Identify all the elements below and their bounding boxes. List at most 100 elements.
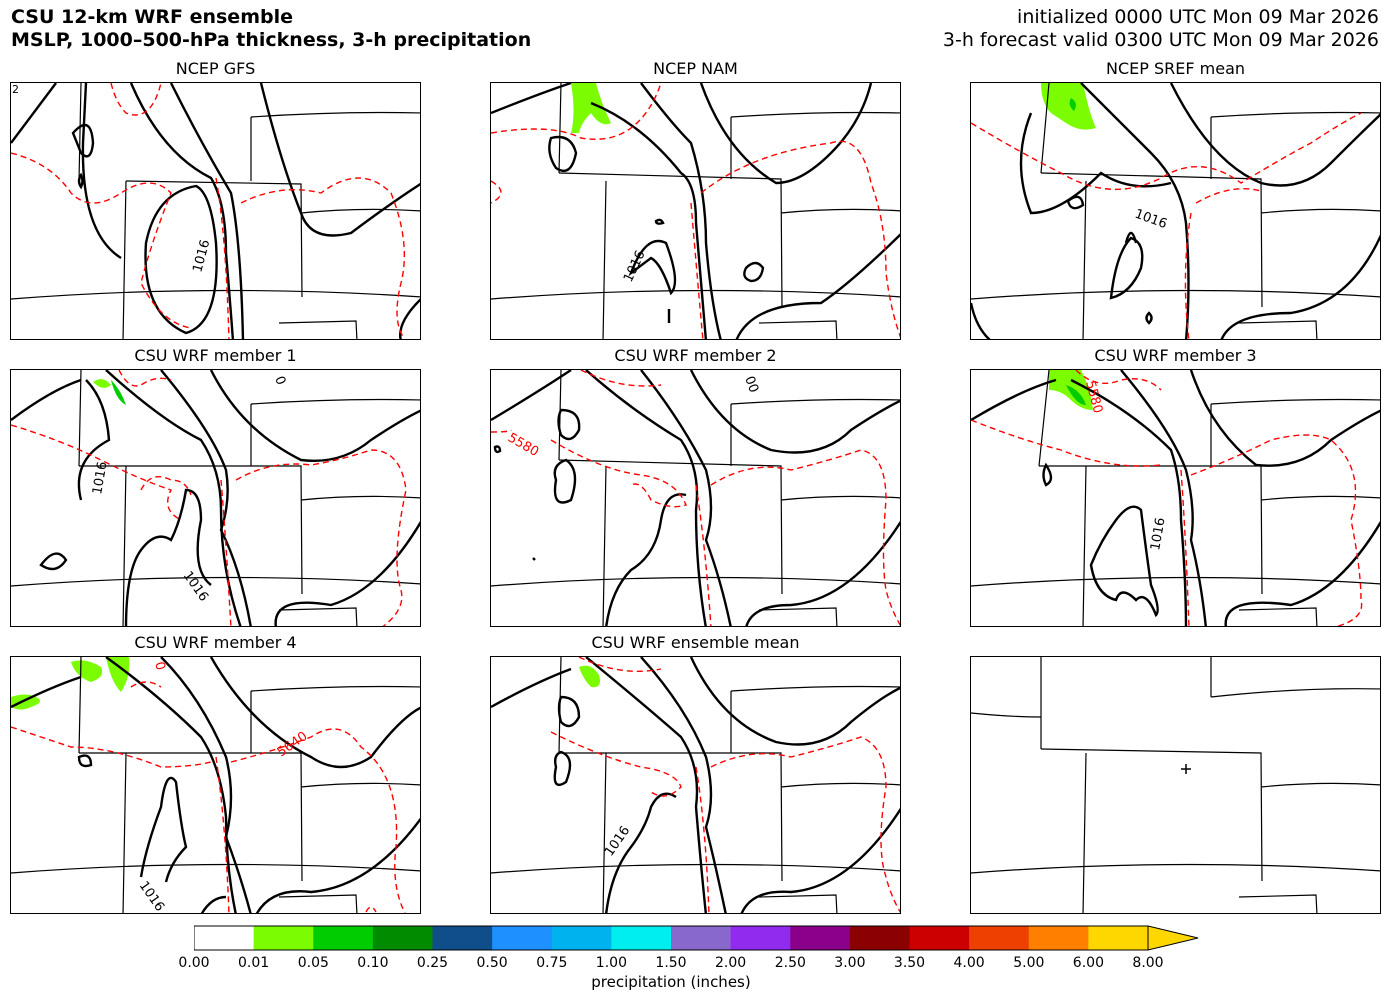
- panel-title-nam: NCEP NAM: [653, 59, 738, 78]
- state-borders: [11, 657, 420, 913]
- thickness-contours: [11, 681, 406, 913]
- colorbar-tick-label: 8.00: [1132, 955, 1164, 971]
- mslp-contours: [971, 370, 1380, 626]
- state-borders: [491, 370, 900, 626]
- figure-title: CSU 12-km WRF ensemble MSLP, 1000–500-hP…: [11, 6, 531, 52]
- thickness-contours: [491, 370, 900, 626]
- edge-label: 2: [12, 83, 19, 96]
- colorbar-tick-label: 6.00: [1072, 955, 1104, 971]
- map-panel-member2: 5580 00: [490, 369, 901, 627]
- colorbar-cell: [432, 926, 493, 950]
- thickness-label: 5640: [275, 729, 311, 760]
- colorbar-tick-label: 0.75: [536, 955, 568, 971]
- mslp-contours: [11, 657, 420, 913]
- colorbar-tick-label: 5.00: [1013, 955, 1045, 971]
- thickness-contours: [971, 112, 1362, 339]
- map-panel-gfs: 1016 2: [10, 82, 421, 340]
- colorbar-label: precipitation (inches): [591, 973, 751, 991]
- state-borders: [11, 83, 420, 339]
- init-time: initialized 0000 UTC Mon 09 Mar 2026: [1017, 6, 1379, 28]
- valid-time: 3-h forecast valid 0300 UTC Mon 09 Mar 2…: [942, 29, 1379, 51]
- colorbar-tick-label: 1.50: [655, 955, 687, 971]
- colorbar-cell: [372, 926, 434, 950]
- state-borders: [491, 83, 900, 339]
- mslp-label: 1016: [602, 824, 633, 860]
- state-borders: [11, 370, 420, 626]
- mslp-contours: [971, 83, 1380, 339]
- colorbar-tick-label: 0.10: [357, 955, 389, 971]
- forecast-info: initialized 0000 UTC Mon 09 Mar 2026 3-h…: [943, 6, 1379, 52]
- mslp-label: 1016: [1133, 207, 1169, 232]
- colorbar-cell: [551, 926, 612, 950]
- colorbar-cell: [671, 926, 732, 950]
- colorbar-cell: [1028, 926, 1089, 950]
- state-borders: [971, 83, 1380, 339]
- mslp-label: 1016: [190, 238, 213, 274]
- colorbar-tick-label: 3.50: [893, 955, 926, 971]
- map-panel-member4: 1016 5640 0: [10, 656, 421, 914]
- colorbar-cell: [730, 926, 791, 950]
- colorbar-cell: [790, 926, 851, 950]
- colorbar-tick-label: 0.01: [238, 955, 270, 971]
- thickness-contours: [550, 657, 900, 913]
- map-panel-ens-mean: 1016: [490, 656, 901, 914]
- colorbar-tick-label: 0.50: [476, 955, 508, 971]
- state-borders: [971, 657, 1380, 913]
- thickness-label: 0: [271, 374, 288, 387]
- colorbar-tick-label: 3.00: [834, 955, 866, 971]
- mslp-label: 1016: [136, 879, 167, 914]
- mslp-contours: [11, 83, 420, 339]
- thickness-contours: [11, 370, 407, 626]
- panel-title-ens-mean: CSU WRF ensemble mean: [591, 633, 800, 652]
- colorbar-extend-arrow: [1147, 925, 1199, 951]
- colorbar-cell: [909, 926, 970, 950]
- thickness-label: 0: [151, 660, 168, 672]
- mslp-label: 1016: [1148, 516, 1169, 551]
- colorbar-cell: [849, 926, 911, 950]
- precip-colorbar: [194, 925, 1199, 951]
- thickness-contours: [971, 370, 1363, 626]
- colorbar-frame: [194, 925, 1149, 951]
- colorbar-tick-label: 0.25: [416, 955, 449, 971]
- precip-areas: [11, 657, 130, 710]
- mslp-contours: [491, 657, 900, 913]
- colorbar-tick-label: 1.00: [595, 955, 627, 971]
- precip-areas: [1049, 370, 1093, 410]
- colorbar-tick-label: 0.00: [178, 955, 210, 971]
- map-panel-member1: 1016 1016 0: [10, 369, 421, 627]
- map-panel-blank: [970, 656, 1381, 914]
- panel-title-member1: CSU WRF member 1: [134, 346, 297, 365]
- thickness-label: 00: [741, 374, 761, 395]
- map-panel-member3: 1016 5580: [970, 369, 1381, 627]
- mslp-label: 1016: [180, 569, 211, 605]
- map-panel-sref: 1016: [970, 82, 1381, 340]
- colorbar-cell: [313, 926, 374, 950]
- map-panel-nam: 1016: [490, 82, 901, 340]
- colorbar-cell: [253, 926, 314, 950]
- panel-title-member3: CSU WRF member 3: [1094, 346, 1257, 365]
- mslp-contours: [491, 370, 900, 626]
- mslp-label: 1016: [90, 460, 111, 495]
- colorbar-tick-label: 4.00: [953, 955, 985, 971]
- colorbar-cell: [611, 926, 672, 950]
- thickness-label: 5580: [505, 430, 541, 460]
- mslp-contours: [491, 83, 900, 339]
- precip-areas: [571, 83, 611, 133]
- precip-areas: [93, 379, 126, 405]
- thickness-contours: [491, 83, 900, 339]
- panel-title-gfs: NCEP GFS: [175, 59, 256, 78]
- colorbar-tick-label: 2.00: [715, 955, 747, 971]
- precip-areas: [579, 665, 600, 688]
- panel-title-sref: NCEP SREF mean: [1105, 59, 1246, 78]
- panel-title-member2: CSU WRF member 2: [614, 346, 777, 365]
- colorbar-cell: [969, 926, 1030, 950]
- location-marker: [1181, 764, 1191, 774]
- precip-areas: [1041, 83, 1096, 130]
- state-borders: [971, 370, 1380, 626]
- colorbar-cell: [1088, 926, 1149, 950]
- panel-title-member4: CSU WRF member 4: [134, 633, 297, 652]
- mslp-contours: [11, 370, 420, 626]
- colorbar-cell: [492, 926, 553, 950]
- thickness-contours: [11, 83, 406, 339]
- colorbar-tick-label: 2.50: [774, 955, 806, 971]
